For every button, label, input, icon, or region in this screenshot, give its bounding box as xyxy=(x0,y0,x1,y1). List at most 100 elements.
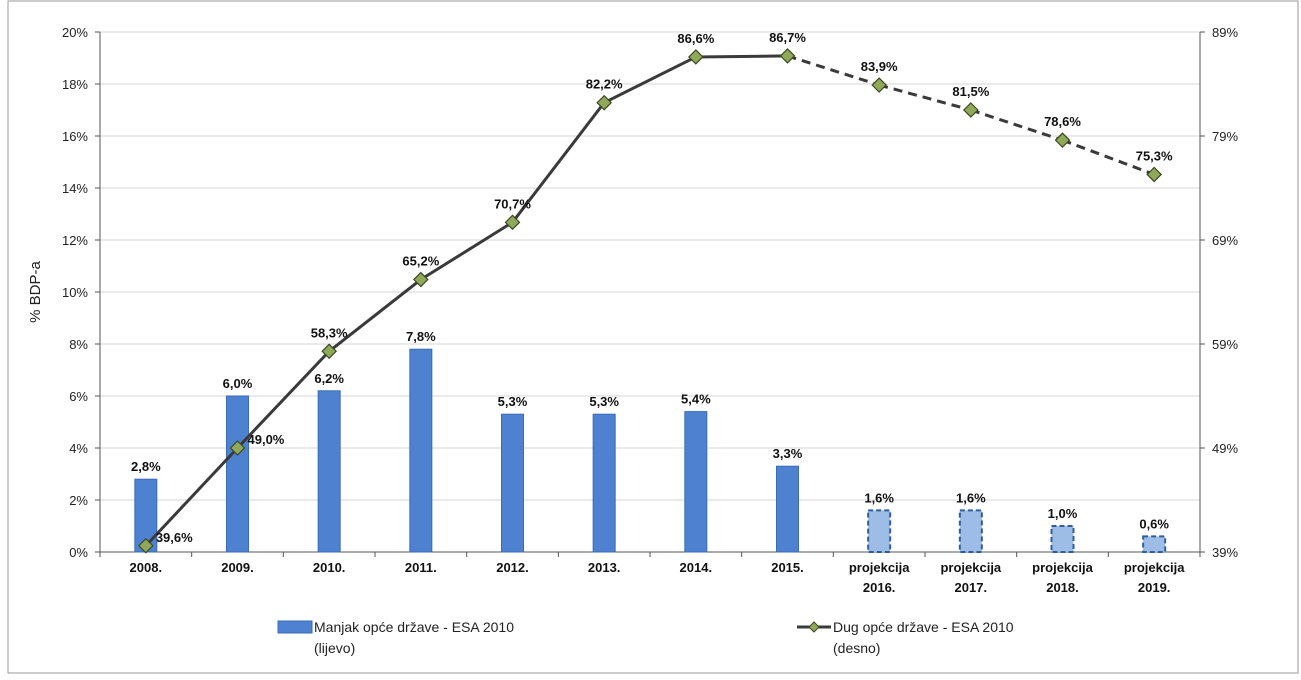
x-axis-tick-label: projekcija 2016. xyxy=(849,560,910,595)
x-axis-tick-label: projekcija 2019. xyxy=(1124,560,1185,595)
debt-point xyxy=(504,214,521,231)
deficit-data-label: 1,6% xyxy=(864,490,894,505)
debt-data-label: 39,6% xyxy=(156,530,193,545)
deficit-bar xyxy=(958,509,983,553)
deficit-bar xyxy=(1050,525,1075,553)
x-axis-tick-label-line: 2008. xyxy=(130,560,163,575)
x-axis-tick-label-line: 2011. xyxy=(405,560,437,575)
debt-data-label: 86,6% xyxy=(677,31,714,46)
deficit-data-label: 3,3% xyxy=(773,446,803,461)
left-axis-tick-label: 18% xyxy=(62,77,88,92)
x-axis-tick-label: projekcija 2018. xyxy=(1032,560,1093,595)
debt-point xyxy=(321,343,338,360)
debt-point xyxy=(412,271,429,288)
debt-line-segment xyxy=(878,83,972,112)
debt-line-segment xyxy=(787,54,880,87)
x-axis-tick-label: 2013. xyxy=(588,560,621,575)
x-axis-tick-label: 2009. xyxy=(221,560,254,575)
legend-debt-label: Dug opće države - ESA 2010 xyxy=(833,619,1014,635)
x-axis-tick-label: 2010. xyxy=(313,560,346,575)
right-axis-tick-label: 59% xyxy=(1212,337,1238,352)
debt-point xyxy=(229,440,246,456)
debt-point xyxy=(687,49,704,65)
x-axis-tick-label-line: 2014. xyxy=(680,560,713,575)
debt-data-label: 81,5% xyxy=(952,84,989,99)
debt-data-label: 58,3% xyxy=(311,325,348,340)
x-axis-tick-label: 2015. xyxy=(771,560,804,575)
x-axis-tick-label-line: projekcija xyxy=(849,560,910,575)
deficit-data-label: 1,6% xyxy=(956,490,986,505)
right-axis-tick-label: 79% xyxy=(1212,129,1238,144)
debt-line-segment xyxy=(144,446,239,547)
x-axis-tick-label: 2014. xyxy=(680,560,713,575)
legend-debt-note: (desno) xyxy=(833,640,880,656)
debt-point xyxy=(1054,132,1071,149)
x-axis-tick-label-line: 2015. xyxy=(771,560,804,575)
debt-point xyxy=(871,77,888,93)
right-axis-tick-label: 89% xyxy=(1212,25,1238,40)
debt-data-label: 70,7% xyxy=(494,196,531,211)
left-axis-tick-label: 6% xyxy=(69,389,88,404)
debt-point xyxy=(962,102,979,118)
deficit-bar xyxy=(592,413,616,553)
deficit-bar xyxy=(776,465,799,553)
deficit-bars xyxy=(134,348,1167,554)
legend-debt-swatch-marker xyxy=(808,621,820,633)
debt-data-label: 83,9% xyxy=(861,59,898,74)
deficit-bar xyxy=(1142,535,1167,554)
debt-data-label: 82,2% xyxy=(586,77,623,92)
x-axis-tick-label-line: projekcija xyxy=(940,560,1001,575)
left-axis-tick-label: 8% xyxy=(69,337,88,352)
x-axis-tick-label-line: 2009. xyxy=(221,560,254,575)
x-axis-tick-label-line: 2013. xyxy=(588,560,621,575)
deficit-data-label: 6,2% xyxy=(314,371,344,386)
left-axis-tick-label: 10% xyxy=(62,285,88,300)
deficit-bar xyxy=(409,348,433,553)
gridlines xyxy=(100,31,1200,553)
left-axis-tick-label: 12% xyxy=(62,233,88,248)
debt-line-segment xyxy=(695,54,788,59)
x-axis-tick-label: projekcija 2017. xyxy=(940,560,1001,595)
x-axis-tick-label: 2012. xyxy=(496,560,529,575)
debt-point xyxy=(1146,166,1163,183)
debt-line-segment xyxy=(970,108,1063,142)
y-axis-title: % BDP-a xyxy=(27,261,44,323)
x-axis-tick-label-line: projekcija xyxy=(1124,560,1185,575)
left-axis-tick-label: 14% xyxy=(62,181,88,196)
debt-line-segment xyxy=(511,101,606,224)
deficit-bar xyxy=(226,395,249,553)
debt-line-segment xyxy=(420,221,514,281)
deficit-bar xyxy=(501,413,524,553)
debt-data-label: 86,7% xyxy=(769,30,806,45)
debt-data-label: 49,0% xyxy=(248,432,285,447)
debt-line-segment xyxy=(328,278,422,353)
x-axis-tick-label-line: 2012. xyxy=(496,560,529,575)
left-axis-tick-label: 4% xyxy=(69,441,88,456)
deficit-data-label: 5,4% xyxy=(681,392,711,407)
x-axis-tick-label-line: 2017. xyxy=(955,580,988,595)
debt-line-segment xyxy=(236,350,331,450)
legend-deficit-label: Manjak opće države - ESA 2010 xyxy=(314,619,514,635)
debt-data-label: 75,3% xyxy=(1136,148,1173,163)
debt-line xyxy=(137,48,1163,554)
deficit-data-label: 2,8% xyxy=(131,459,161,474)
right-axis-tick-label: 69% xyxy=(1212,233,1238,248)
right-axis-tick-label: 49% xyxy=(1212,441,1238,456)
data-labels: 2,8% 6,0% 6,2% 7,8% 5,3% 5,3% 5,4% 3,3% 1,6% 1,6%… xyxy=(131,30,1173,545)
right-axis-tick-label: 39% xyxy=(1212,545,1238,560)
x-axis-tick-label-line: 2019. xyxy=(1138,580,1171,595)
deficit-data-label: 5,3% xyxy=(589,394,619,409)
deficit-data-label: 6,0% xyxy=(223,376,253,391)
deficit-bar xyxy=(317,390,341,553)
left-axis-tick-label: 16% xyxy=(62,129,88,144)
legend-deficit-swatch xyxy=(277,620,313,634)
left-axis-tick-label: 2% xyxy=(69,493,88,508)
debt-data-label: 65,2% xyxy=(402,254,439,269)
x-axis-tick-label-line: 2018. xyxy=(1046,580,1079,595)
debt-line-segment xyxy=(1061,138,1155,176)
debt-point xyxy=(137,537,154,554)
left-axis-tick-label: 0% xyxy=(69,545,88,560)
debt-line-segment xyxy=(603,55,697,105)
